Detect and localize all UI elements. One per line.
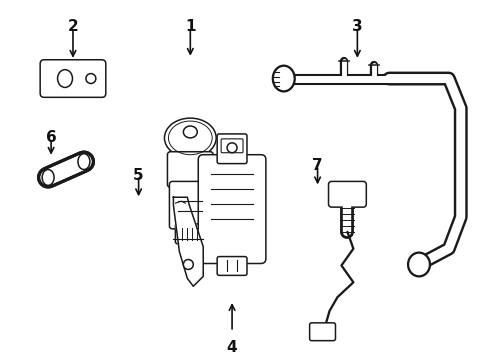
FancyBboxPatch shape bbox=[217, 257, 247, 275]
Ellipse shape bbox=[57, 69, 73, 87]
Circle shape bbox=[227, 143, 237, 153]
Ellipse shape bbox=[408, 253, 430, 276]
FancyBboxPatch shape bbox=[168, 152, 213, 187]
FancyBboxPatch shape bbox=[175, 224, 205, 244]
FancyBboxPatch shape bbox=[328, 181, 367, 207]
Ellipse shape bbox=[273, 66, 294, 91]
Text: 1: 1 bbox=[185, 19, 196, 34]
Polygon shape bbox=[173, 197, 203, 286]
Circle shape bbox=[86, 73, 96, 84]
Text: 7: 7 bbox=[312, 158, 323, 173]
FancyBboxPatch shape bbox=[40, 60, 106, 97]
Text: 4: 4 bbox=[227, 340, 237, 355]
Text: 3: 3 bbox=[352, 19, 363, 34]
Circle shape bbox=[183, 260, 193, 269]
Ellipse shape bbox=[165, 118, 216, 158]
Text: 6: 6 bbox=[46, 130, 56, 145]
FancyBboxPatch shape bbox=[217, 134, 247, 163]
Ellipse shape bbox=[42, 170, 54, 185]
FancyBboxPatch shape bbox=[221, 139, 243, 153]
FancyBboxPatch shape bbox=[206, 197, 220, 216]
Ellipse shape bbox=[183, 126, 197, 138]
Text: 5: 5 bbox=[133, 167, 144, 183]
Ellipse shape bbox=[78, 154, 90, 170]
FancyBboxPatch shape bbox=[198, 155, 266, 264]
Text: 2: 2 bbox=[68, 19, 78, 34]
FancyBboxPatch shape bbox=[310, 323, 336, 341]
FancyBboxPatch shape bbox=[170, 181, 211, 229]
